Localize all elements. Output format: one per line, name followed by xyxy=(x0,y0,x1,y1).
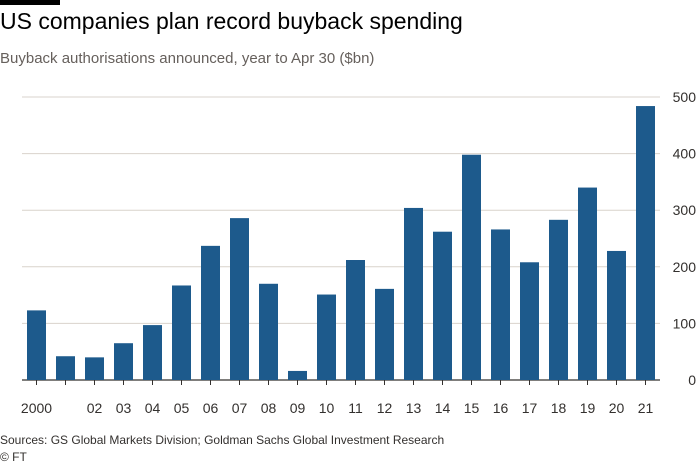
y-axis-ticks: 0 100 200 300 400 500 xyxy=(673,89,697,388)
x-tick-label: 16 xyxy=(493,400,509,416)
y-tick-label: 300 xyxy=(673,202,697,218)
bar-07 xyxy=(230,218,249,380)
bar-09 xyxy=(288,370,307,380)
x-tick-label: 15 xyxy=(464,400,480,416)
x-tick-label: 08 xyxy=(261,400,277,416)
ft-credit: © FT xyxy=(0,450,27,464)
bar-13 xyxy=(404,207,423,380)
bar-2000 xyxy=(27,310,46,380)
bars xyxy=(27,106,655,380)
x-tick-label: 20 xyxy=(609,400,625,416)
x-tick-label: 17 xyxy=(522,400,538,416)
y-tick-label: 0 xyxy=(688,372,696,388)
bar-17 xyxy=(520,262,539,380)
bar-10 xyxy=(317,294,336,380)
y-tick-label: 500 xyxy=(673,89,697,105)
bar-18 xyxy=(549,219,568,380)
x-tick-label: 09 xyxy=(290,400,306,416)
bar-11 xyxy=(346,260,365,380)
x-axis-ticks: 2000 02 03 04 05 06 07 08 09 10 11 12 13 14 15 16 17 18 19… xyxy=(21,380,654,416)
x-tick-label: 03 xyxy=(116,400,132,416)
y-tick-label: 400 xyxy=(673,146,697,162)
x-tick-label: 12 xyxy=(377,400,393,416)
chart-subtitle: Buyback authorisations announced, year t… xyxy=(0,50,375,67)
x-tick-label: 07 xyxy=(232,400,248,416)
bar-06 xyxy=(201,245,220,380)
x-tick-label: 04 xyxy=(145,400,161,416)
x-tick-label: 02 xyxy=(87,400,103,416)
x-tick-label: 19 xyxy=(580,400,596,416)
chart-title: US companies plan record buyback spendin… xyxy=(0,8,463,34)
bar-12 xyxy=(375,288,394,380)
bar-03 xyxy=(114,343,133,380)
bar-02 xyxy=(85,357,104,380)
bar-21 xyxy=(636,106,655,380)
x-tick-label: 14 xyxy=(435,400,451,416)
bar-01 xyxy=(56,356,75,380)
bar-20 xyxy=(607,250,626,380)
bar-14 xyxy=(433,231,452,380)
x-tick-label: 06 xyxy=(203,400,219,416)
bar-08 xyxy=(259,283,278,380)
source-note: Sources: GS Global Markets Division; Gol… xyxy=(0,433,445,447)
bar-chart: 0 100 200 300 400 500 2000 02 03 04 05 06 07 08 09 10 1… xyxy=(21,89,697,416)
y-tick-label: 100 xyxy=(673,315,697,331)
x-tick-label: 13 xyxy=(406,400,422,416)
bar-15 xyxy=(462,154,481,380)
x-tick-label: 21 xyxy=(638,400,654,416)
x-tick-label: 18 xyxy=(551,400,567,416)
x-tick-label: 05 xyxy=(174,400,190,416)
x-tick-label: 10 xyxy=(319,400,335,416)
bar-05 xyxy=(172,285,191,380)
x-tick-label: 11 xyxy=(348,400,363,416)
ft-top-rule xyxy=(0,0,60,5)
bar-16 xyxy=(491,229,510,380)
bar-19 xyxy=(578,187,597,380)
bar-04 xyxy=(143,325,162,380)
x-tick-label: 2000 xyxy=(21,400,52,416)
y-tick-label: 200 xyxy=(673,259,697,275)
